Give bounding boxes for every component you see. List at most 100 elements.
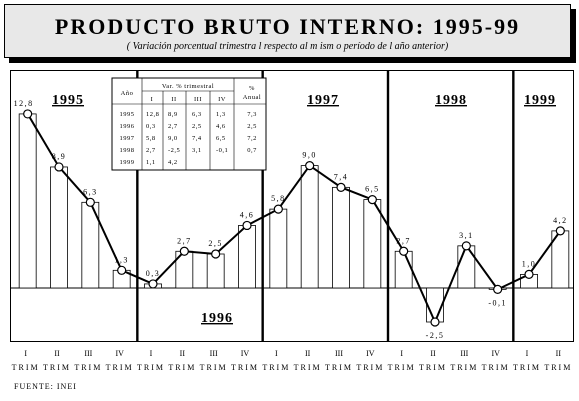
x-tick-12: IV — [366, 349, 375, 358]
data-label-18: 4,2 — [553, 216, 568, 225]
data-label-13: 2,7 — [396, 236, 411, 245]
x-tick-trim-8: TRIM — [231, 363, 259, 372]
data-label-1: 12,8 — [14, 99, 34, 108]
x-tick-trim-14: TRIM — [419, 363, 447, 372]
table-cell-1996-q1: 0,3 — [146, 123, 156, 130]
table-header-annual-pct: % — [249, 85, 255, 92]
x-tick-17: I — [526, 349, 529, 358]
table-cell-1995-q2: 8,9 — [168, 111, 178, 118]
table-cell-1997-q4: 6,5 — [216, 135, 226, 142]
data-label-2: 8,9 — [52, 152, 67, 161]
marker-17 — [524, 269, 534, 279]
data-label-12: 6,5 — [365, 185, 380, 194]
year-label-1996: 1996 — [201, 311, 233, 326]
data-label-11: 7,4 — [334, 172, 349, 181]
chart-subtitle: ( Variación porcentual trimestra l respe… — [126, 41, 449, 52]
data-label-8: 4,6 — [240, 210, 255, 219]
marker-15 — [461, 241, 471, 251]
x-tick-18: II — [556, 349, 562, 358]
data-label-6: 2,7 — [177, 236, 192, 245]
table-cell-year-1997: 1997 — [120, 135, 135, 142]
table-cell-1998-q1: 2,7 — [146, 147, 156, 154]
table-cell-1996-q3: 2,5 — [192, 123, 202, 130]
table-header-q3: III — [194, 96, 202, 103]
marker-13 — [399, 246, 409, 256]
table-cell-annual-1998: 0,7 — [247, 147, 257, 154]
x-tick-1: I — [24, 349, 27, 358]
marker-10 — [305, 161, 315, 171]
marker-5 — [148, 279, 158, 289]
marker-11 — [336, 182, 346, 192]
table-header-year: Año — [121, 90, 134, 97]
table-header-annual-word: Anual — [243, 94, 261, 101]
x-tick-16: IV — [491, 349, 500, 358]
x-tick-4: IV — [115, 349, 124, 358]
x-tick-trim-1: TRIM — [12, 363, 40, 372]
data-label-3: 6,3 — [83, 187, 98, 196]
x-tick-trim-9: TRIM — [262, 363, 290, 372]
plot-frame — [10, 70, 574, 342]
x-tick-trim-17: TRIM — [513, 363, 541, 372]
table-header-var: Var. % trimestral — [162, 83, 214, 90]
x-tick-8: IV — [241, 349, 250, 358]
x-tick-7: III — [210, 349, 218, 358]
data-label-10: 9,0 — [302, 151, 317, 160]
x-tick-trim-18: TRIM — [544, 363, 572, 372]
table-cell-1998-q3: 3,1 — [192, 147, 202, 154]
table-cell-year-1999: 1999 — [120, 159, 135, 166]
table-cell-1999-q2: 4,2 — [168, 159, 178, 166]
x-tick-11: III — [335, 349, 343, 358]
title-box: PRODUCTO BRUTO INTERNO: 1995-99 ( Variac… — [4, 4, 571, 58]
data-label-5: 0,3 — [146, 269, 161, 278]
year-label-1995: 1995 — [52, 93, 84, 108]
table-frame — [111, 77, 267, 171]
table-cell-1995-q1: 12,8 — [146, 111, 159, 118]
source-note: FUENTE: INEI — [14, 382, 77, 391]
series-line — [26, 113, 562, 325]
x-tick-trim-7: TRIM — [200, 363, 228, 372]
x-tick-13: I — [400, 349, 403, 358]
marker-12 — [367, 195, 377, 205]
x-tick-6: II — [180, 349, 186, 358]
x-tick-10: II — [305, 349, 311, 358]
marker-16 — [493, 284, 503, 294]
marker-14 — [430, 317, 440, 327]
x-tick-trim-5: TRIM — [137, 363, 165, 372]
data-label-4: 1,3 — [114, 255, 129, 264]
marker-18 — [555, 226, 565, 236]
year-label-1997: 1997 — [307, 93, 339, 108]
x-tick-15: III — [460, 349, 468, 358]
marker-4 — [117, 265, 127, 275]
x-tick-3: III — [84, 349, 92, 358]
table-cell-1996-q4: 4,6 — [216, 123, 226, 130]
marker-1 — [23, 109, 33, 119]
table-cell-year-1998: 1998 — [120, 147, 135, 154]
marker-6 — [179, 246, 189, 256]
data-label-15: 3,1 — [459, 231, 474, 240]
table-cell-1997-q1: 5,8 — [146, 135, 156, 142]
table-cell-1997-q2: 9,0 — [168, 135, 178, 142]
x-tick-trim-13: TRIM — [388, 363, 416, 372]
data-label-16: -0,1 — [488, 298, 507, 307]
x-tick-trim-2: TRIM — [43, 363, 71, 372]
data-label-17: 1,0 — [522, 259, 537, 268]
table-cell-1997-q3: 7,4 — [192, 135, 202, 142]
x-tick-trim-15: TRIM — [450, 363, 478, 372]
table-cell-1995-q3: 6,3 — [192, 111, 202, 118]
marker-7 — [211, 249, 221, 259]
year-label-1999: 1999 — [524, 93, 556, 108]
x-tick-9: I — [275, 349, 278, 358]
table-cell-1995-q4: 1,3 — [216, 111, 226, 118]
x-tick-trim-3: TRIM — [74, 363, 102, 372]
chart-title: PRODUCTO BRUTO INTERNO: 1995-99 — [54, 14, 521, 39]
table-cell-year-1995: 1995 — [120, 111, 135, 118]
x-tick-2: II — [54, 349, 60, 358]
data-label-14: -2,5 — [426, 331, 445, 340]
data-label-7: 2,5 — [208, 239, 223, 248]
marker-9 — [273, 204, 283, 214]
table-header-q1: I — [151, 96, 154, 103]
table-header-q4: IV — [218, 96, 226, 103]
table-header-q2: II — [171, 96, 176, 103]
